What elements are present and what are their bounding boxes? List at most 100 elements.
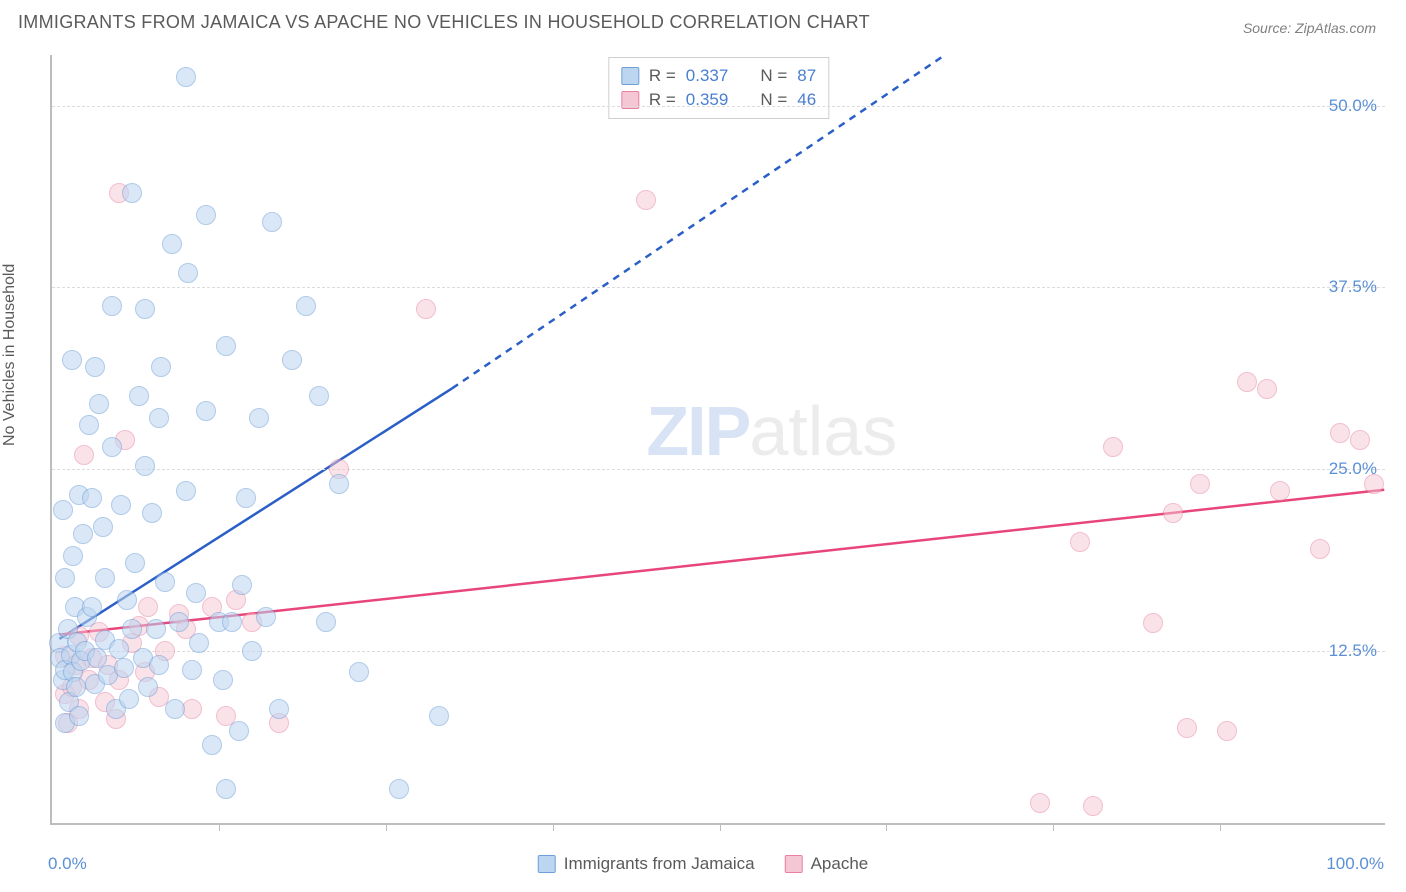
scatter-point xyxy=(189,633,209,653)
scatter-point xyxy=(636,190,656,210)
scatter-point xyxy=(309,386,329,406)
source-attribution: Source: ZipAtlas.com xyxy=(1243,20,1376,36)
x-axis-max-label: 100.0% xyxy=(1326,854,1384,874)
stats-r-value-2: 0.359 xyxy=(686,90,729,110)
scatter-point xyxy=(102,437,122,457)
scatter-point xyxy=(1083,796,1103,816)
scatter-point xyxy=(1103,437,1123,457)
scatter-point xyxy=(95,568,115,588)
scatter-point xyxy=(269,699,289,719)
gridline-h xyxy=(52,106,1385,107)
stats-r-label-2: R = xyxy=(649,90,676,110)
scatter-point xyxy=(102,296,122,316)
scatter-point xyxy=(182,699,202,719)
stats-r-value-1: 0.337 xyxy=(686,66,729,86)
legend-label-series2: Apache xyxy=(811,854,869,874)
scatter-point xyxy=(165,699,185,719)
scatter-point xyxy=(229,721,249,741)
legend-item-series1: Immigrants from Jamaica xyxy=(538,854,755,874)
scatter-point xyxy=(55,568,75,588)
scatter-point xyxy=(1330,423,1350,443)
scatter-point xyxy=(74,445,94,465)
scatter-point xyxy=(135,456,155,476)
y-axis-title: No Vehicles in Household xyxy=(1,264,19,446)
scatter-point xyxy=(109,639,129,659)
x-tick xyxy=(386,823,387,831)
scatter-point xyxy=(196,205,216,225)
scatter-point xyxy=(125,553,145,573)
scatter-point xyxy=(117,590,137,610)
y-tick-label: 37.5% xyxy=(1329,277,1377,297)
scatter-point xyxy=(236,488,256,508)
scatter-point xyxy=(62,350,82,370)
scatter-point xyxy=(138,677,158,697)
scatter-point xyxy=(182,660,202,680)
scatter-point xyxy=(186,583,206,603)
scatter-point xyxy=(122,619,142,639)
x-tick xyxy=(219,823,220,831)
scatter-point xyxy=(222,612,242,632)
scatter-point xyxy=(262,212,282,232)
scatter-point xyxy=(256,607,276,627)
scatter-point xyxy=(53,500,73,520)
chart-title: IMMIGRANTS FROM JAMAICA VS APACHE NO VEH… xyxy=(18,12,870,33)
gridline-h xyxy=(52,287,1385,288)
stats-n-label-2: N = xyxy=(760,90,787,110)
correlation-chart: IMMIGRANTS FROM JAMAICA VS APACHE NO VEH… xyxy=(0,0,1406,892)
scatter-point xyxy=(1350,430,1370,450)
scatter-point xyxy=(1030,793,1050,813)
scatter-point xyxy=(1163,503,1183,523)
stats-n-label-1: N = xyxy=(760,66,787,86)
watermark: ZIPatlas xyxy=(646,391,897,471)
legend-swatch-series1 xyxy=(538,855,556,873)
stats-r-label-1: R = xyxy=(649,66,676,86)
source-name: ZipAtlas.com xyxy=(1295,20,1376,36)
scatter-point xyxy=(69,706,89,726)
scatter-point xyxy=(213,670,233,690)
scatter-point xyxy=(249,408,269,428)
x-tick xyxy=(886,823,887,831)
scatter-point xyxy=(111,495,131,515)
scatter-point xyxy=(1270,481,1290,501)
scatter-point xyxy=(169,612,189,632)
scatter-point xyxy=(1364,474,1384,494)
source-prefix: Source: xyxy=(1243,20,1295,36)
scatter-point xyxy=(63,546,83,566)
scatter-point xyxy=(202,735,222,755)
scatter-point xyxy=(1070,532,1090,552)
trend-lines-layer xyxy=(52,55,1385,823)
x-tick xyxy=(720,823,721,831)
scatter-point xyxy=(389,779,409,799)
scatter-point xyxy=(416,299,436,319)
y-tick-label: 12.5% xyxy=(1329,641,1377,661)
scatter-point xyxy=(138,597,158,617)
scatter-point xyxy=(89,394,109,414)
scatter-point xyxy=(93,517,113,537)
scatter-point xyxy=(114,658,134,678)
stats-row-series2: R = 0.359 N = 46 xyxy=(621,88,816,112)
scatter-point xyxy=(316,612,336,632)
bottom-legend: Immigrants from Jamaica Apache xyxy=(538,854,869,874)
scatter-point xyxy=(176,481,196,501)
scatter-point xyxy=(119,689,139,709)
scatter-point xyxy=(142,503,162,523)
scatter-point xyxy=(73,524,93,544)
watermark-part1: ZIP xyxy=(646,392,749,470)
scatter-point xyxy=(1310,539,1330,559)
plot-area: ZIPatlas R = 0.337 N = 87 R = 0.359 N = … xyxy=(50,55,1385,825)
scatter-point xyxy=(66,677,86,697)
scatter-point xyxy=(122,183,142,203)
scatter-point xyxy=(149,655,169,675)
x-tick xyxy=(553,823,554,831)
scatter-point xyxy=(135,299,155,319)
scatter-point xyxy=(242,641,262,661)
scatter-point xyxy=(146,619,166,639)
scatter-point xyxy=(1190,474,1210,494)
scatter-point xyxy=(79,415,99,435)
x-tick xyxy=(1053,823,1054,831)
scatter-point xyxy=(429,706,449,726)
scatter-point xyxy=(1217,721,1237,741)
scatter-point xyxy=(155,572,175,592)
scatter-point xyxy=(1257,379,1277,399)
scatter-point xyxy=(82,488,102,508)
